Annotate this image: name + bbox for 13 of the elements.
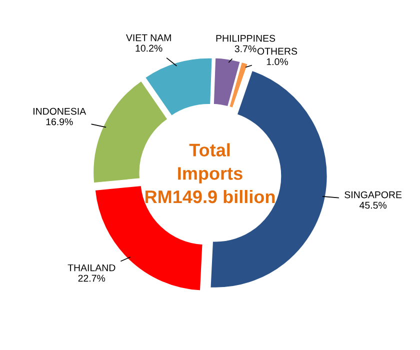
data-label: 16.9% <box>46 118 73 126</box>
slice-label: SINGAPORE <box>344 191 402 198</box>
data-label: 3.7% <box>234 45 256 52</box>
data-label: 45.5% <box>360 202 387 209</box>
slice-label: VIET NAM <box>126 34 171 42</box>
data-label: 1.0% <box>266 58 288 66</box>
slice-label: INDONESIA <box>34 108 86 115</box>
slice-label: OTHERS <box>257 48 298 55</box>
slice-label: PHILIPPINES <box>216 34 276 42</box>
data-label: 10.2% <box>136 44 162 52</box>
text: Total Imports RM149.9 billion <box>145 143 275 204</box>
slice-label: THAILAND <box>68 264 116 272</box>
data-label: 22.7% <box>78 274 106 282</box>
